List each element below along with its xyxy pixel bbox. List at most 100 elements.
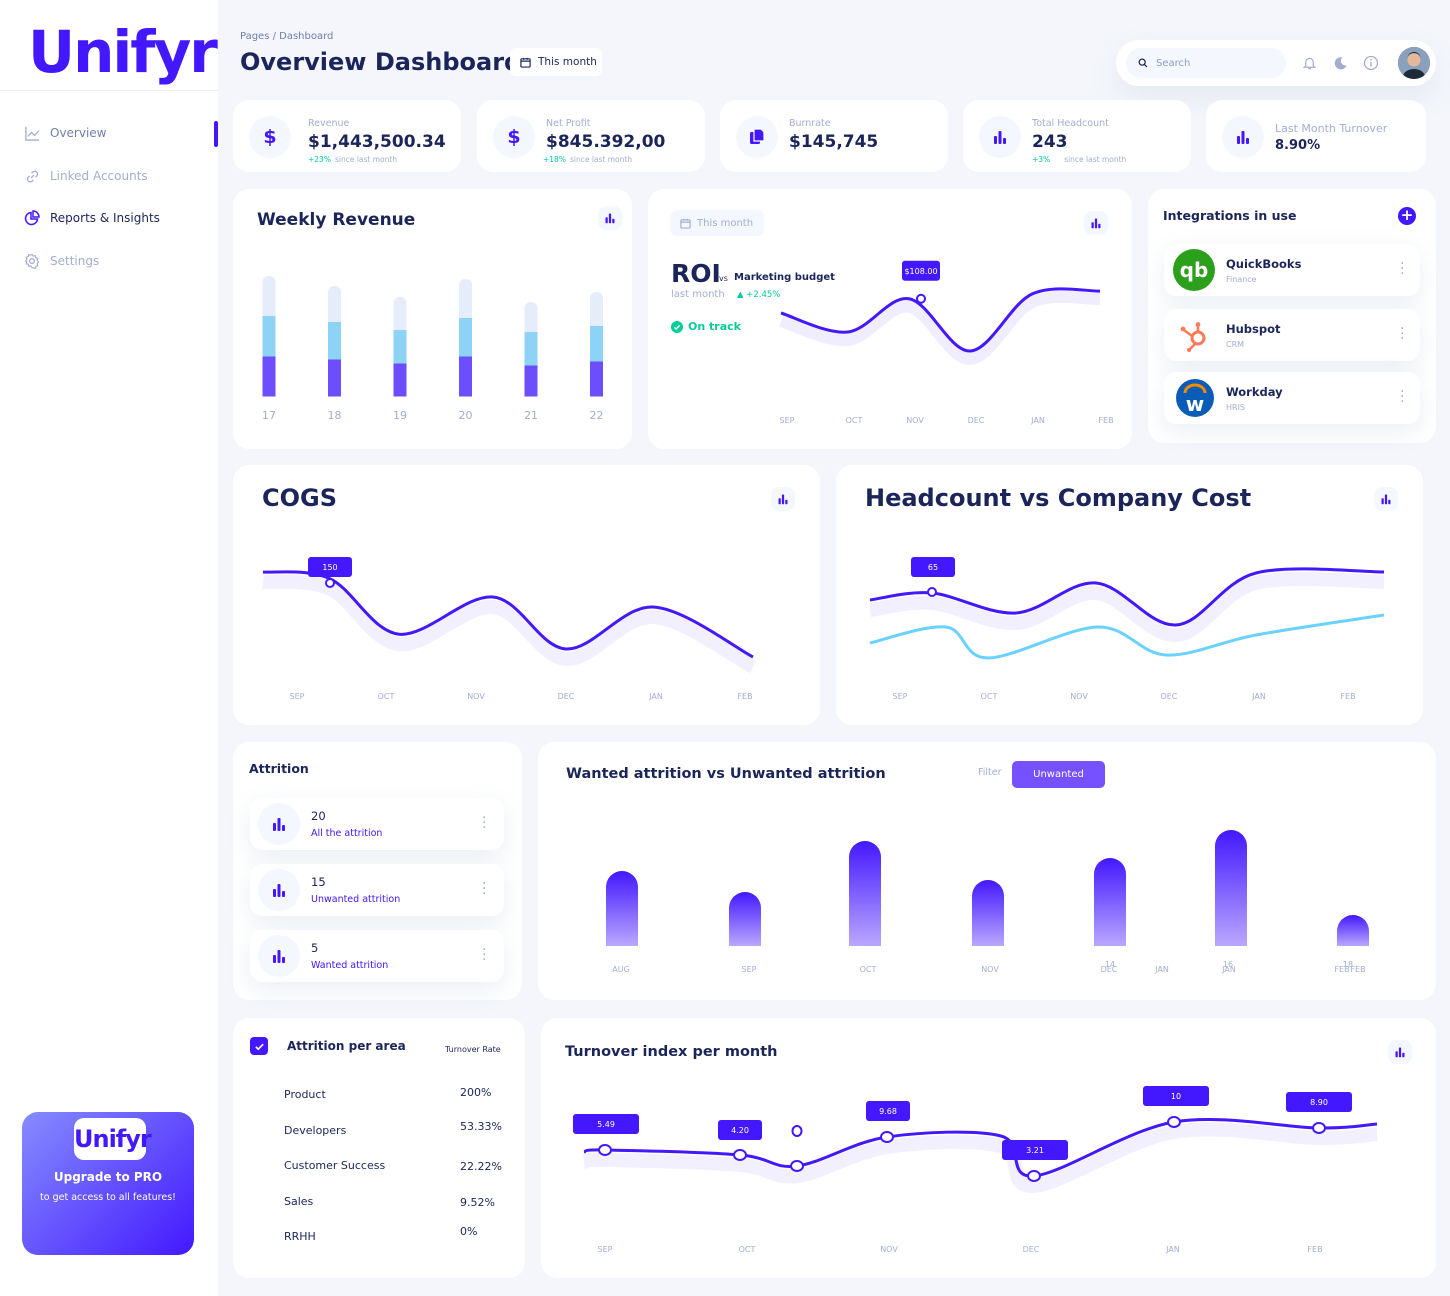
upgrade-promo-card[interactable]: Unifyr Upgrade to PRO to get access to a… (22, 1112, 194, 1255)
weekly-revenue-card: Weekly Revenue 17 18 19 20 21 22 (233, 189, 632, 449)
plus-icon: + (1400, 206, 1414, 224)
document-icon (736, 116, 778, 158)
chart-options-button[interactable] (1374, 487, 1398, 511)
roi-period-button[interactable]: This month (670, 210, 764, 236)
sidebar-item-linked-accounts[interactable]: Linked Accounts (24, 165, 148, 187)
sidebar-item-label: Overview (50, 126, 107, 140)
add-integration-button[interactable]: + (1398, 207, 1416, 225)
chart-options-button[interactable] (771, 487, 795, 511)
x-tick-label: OCT (860, 965, 877, 974)
integration-item[interactable]: w Workday HRIS · · · (1164, 372, 1420, 424)
area-row: Developers 53.33% (284, 1120, 502, 1137)
attrition-card: Attrition 20 All the attrition · · · 15 Un… (233, 742, 522, 1000)
sidebar-item-settings[interactable]: Settings (24, 250, 99, 272)
kpi-card-turnover: Last Month Turnover 8.90% (1206, 100, 1426, 172)
highlight-point (927, 587, 937, 597)
chart-options-button[interactable] (1084, 211, 1108, 235)
roi-card: This month ROI vs Marketing budget last … (648, 189, 1132, 449)
tooltip-label: 3.21 (1026, 1146, 1044, 1155)
kpi-label: Total Headcount (1032, 118, 1109, 129)
kpi-delta: +23% since last month (308, 155, 398, 164)
bar (1215, 830, 1247, 946)
bar-segment-fill (328, 294, 341, 322)
bar-chart-icon (778, 494, 788, 505)
bar-chart-icon (258, 803, 300, 845)
search-input[interactable]: Search (1126, 48, 1286, 78)
x-tick-label: JAN (648, 692, 663, 701)
roi-compare: Marketing budget (734, 272, 835, 283)
bar-segment (262, 316, 276, 357)
bar-segment (459, 356, 472, 397)
search-icon (1138, 58, 1148, 68)
more-options-icon[interactable]: · · · (1400, 384, 1405, 410)
bar-segment (393, 330, 407, 364)
more-options-icon[interactable]: · · · (482, 942, 487, 968)
bar-segment (590, 326, 603, 362)
more-options-icon[interactable]: · · · (1400, 256, 1405, 282)
tooltip-box (911, 557, 955, 577)
sidebar-item-overview[interactable]: Overview (24, 122, 107, 144)
kpi-label: Burnrate (789, 118, 831, 129)
bar (1094, 858, 1126, 946)
bar-segment (393, 363, 407, 397)
topbar: Search (1116, 40, 1436, 86)
more-options-icon[interactable]: · · · (482, 876, 487, 902)
card-title: Attrition per area (287, 1039, 406, 1053)
svg-text:$: $ (263, 127, 276, 147)
tooltip-label: 8.90 (1310, 1098, 1328, 1107)
attrition-value: 15 (311, 875, 326, 889)
user-avatar[interactable] (1398, 47, 1430, 79)
period-button[interactable]: This month (510, 48, 602, 76)
attrition-label: Unwanted attrition (311, 894, 401, 905)
x-tick-label: SEP (893, 692, 908, 701)
more-options-icon[interactable]: · · · (1400, 321, 1405, 347)
promo-title: Upgrade to PRO (53, 1170, 163, 1184)
roi-vs: vs (719, 274, 728, 283)
x-tick-label-overlap: FEB (1350, 965, 1365, 974)
data-point (1027, 1170, 1041, 1182)
calendar-icon (680, 218, 691, 229)
more-options-icon[interactable]: · · · (482, 810, 487, 836)
moon-icon[interactable] (1331, 54, 1349, 72)
kpi-card-net-profit: $ Net Profit $845.392,00 +18% since last … (477, 100, 705, 172)
x-tick-label: JAN (1221, 965, 1236, 974)
kpi-value: $1,443,500.34 (308, 132, 446, 152)
chart-options-button[interactable] (1388, 1040, 1412, 1064)
integration-item[interactable]: qb QuickBooks Finance · · · (1164, 244, 1420, 296)
x-tick-label: AUG (612, 965, 630, 974)
x-tick-label: FEB (1307, 1245, 1322, 1254)
sidebar-item-label: Linked Accounts (50, 169, 148, 183)
bar-segment (328, 322, 341, 360)
area-row: Sales 9.52% (284, 1195, 495, 1209)
select-checkbox[interactable] (250, 1037, 268, 1055)
filter-select[interactable]: Unwanted (1012, 761, 1105, 788)
bell-icon[interactable] (1300, 54, 1318, 72)
bar-segment (590, 361, 603, 397)
integration-item[interactable]: Hubspot CRM · · · (1164, 309, 1420, 361)
data-point (1167, 1116, 1181, 1128)
x-tick-label: FEB (1340, 692, 1355, 701)
tooltip-label: 150 (322, 563, 337, 572)
x-tick-label-overlap: 16 (1223, 960, 1233, 969)
attrition-item[interactable]: 15 Unwanted attrition · · · (250, 864, 504, 916)
page-title: Overview Dashboard (240, 48, 522, 76)
attrition-item[interactable]: 20 All the attrition · · · (250, 798, 504, 850)
integration-category: HRIS (1226, 403, 1246, 412)
promo-logo: Unifyr (74, 1118, 152, 1160)
integration-name: QuickBooks (1226, 257, 1302, 271)
bar-segment (328, 359, 341, 397)
info-icon[interactable] (1362, 54, 1380, 72)
hubspot-logo (1176, 316, 1214, 354)
workday-logo: w (1176, 379, 1214, 417)
x-tick-label: SEP (780, 416, 795, 425)
data-point (790, 1160, 804, 1172)
data-point (598, 1144, 612, 1156)
kpi-card-revenue: $ Revenue $1,443,500.34 +23% since last m… (233, 100, 461, 172)
chart-options-button[interactable] (598, 206, 622, 230)
app-logo[interactable]: Unifyr (28, 18, 218, 86)
sidebar-item-reports[interactable]: Reports & Insights (24, 207, 160, 229)
x-tick-label: DEC (558, 692, 575, 701)
bar-segment-fill (393, 305, 407, 330)
card-title: Attrition (249, 761, 309, 776)
attrition-item[interactable]: 5 Wanted attrition · · · (250, 930, 504, 982)
